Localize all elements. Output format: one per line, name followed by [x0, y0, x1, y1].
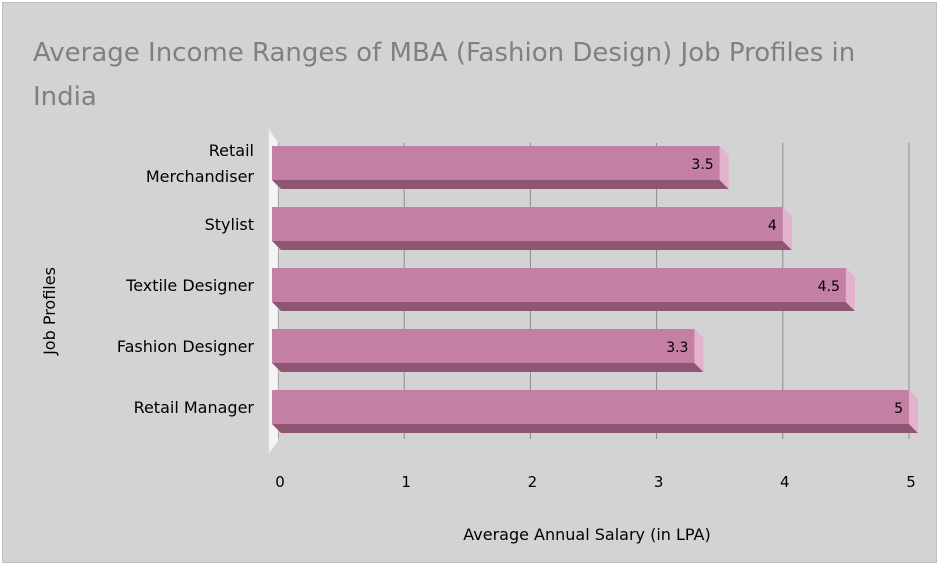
bar-value-label: 4.5 [818, 279, 840, 295]
x-tick-label: 1 [401, 473, 411, 491]
x-tick-label: 4 [780, 473, 790, 491]
bar-end [845, 268, 855, 311]
bar [272, 207, 792, 250]
category-label: Retail [209, 141, 254, 160]
bar-face [272, 390, 909, 424]
bar [272, 390, 918, 433]
category-label: Merchandiser [146, 167, 255, 186]
chart-title: Average Income Ranges of MBA (Fashion De… [33, 38, 856, 112]
bar-end [782, 207, 792, 250]
bar-end [719, 146, 729, 189]
bar [272, 146, 729, 189]
bar [272, 329, 704, 372]
x-tick-label: 0 [275, 473, 285, 491]
category-label: Textile Designer [125, 276, 254, 295]
bar-face [272, 329, 695, 363]
bar [272, 268, 855, 311]
bar-end [694, 329, 704, 372]
bar-face [272, 207, 783, 241]
bar-face [272, 146, 720, 180]
bar-value-label: 4 [768, 218, 777, 234]
bar-bottom [272, 241, 792, 250]
y-axis-label: Job Profiles [40, 267, 59, 356]
x-axis-label: Average Annual Salary (in LPA) [463, 525, 710, 544]
bar-value-label: 5 [894, 401, 903, 417]
category-label: Fashion Designer [117, 337, 255, 356]
bar-value-label: 3.3 [666, 340, 688, 356]
category-label: Stylist [205, 215, 254, 234]
bars [272, 146, 918, 433]
category-label: Retail Manager [134, 398, 255, 417]
x-tick-label: 5 [906, 473, 916, 491]
bar-bottom [272, 180, 729, 189]
x-tick-label: 2 [528, 473, 538, 491]
bar-chart: 0 1 2 3 4 5 3.5 Retail Merchandiser 4 Stylist 4.5 Te… [40, 127, 918, 544]
bar-face [272, 268, 846, 302]
labels: 0 1 2 3 4 5 3.5 Retail Merchandiser 4 Stylist 4.5 Te… [117, 141, 916, 491]
bar-bottom [272, 302, 855, 311]
x-tick-label: 3 [654, 473, 664, 491]
bar-end [909, 390, 918, 433]
bar-bottom [272, 424, 918, 433]
bar-bottom [272, 363, 704, 372]
bar-value-label: 3.5 [691, 157, 713, 173]
